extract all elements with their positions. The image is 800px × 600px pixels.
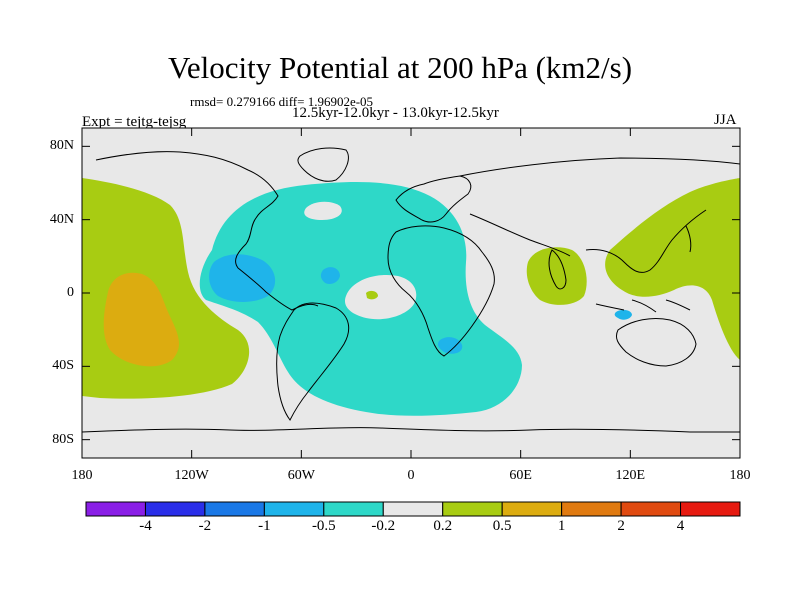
- coast-australia: [615, 317, 697, 367]
- colorbar-box: [620, 501, 682, 517]
- colorbar-box: [204, 501, 265, 517]
- lat-tick-label: 0: [67, 285, 74, 300]
- coastlines: [82, 147, 740, 433]
- colorbar-label: 0.2: [433, 518, 453, 534]
- contour-hole-gulf-of-guinea: [344, 274, 417, 320]
- lon-tick-label: 180: [729, 468, 751, 483]
- coast-asia: [459, 157, 740, 273]
- contour-region-neg05-indonesia: [614, 309, 632, 320]
- lon-tick-label: 60W: [287, 468, 315, 483]
- season-label: JJA: [714, 112, 737, 128]
- lat-tick-label: 40N: [49, 211, 74, 227]
- coast-europe: [395, 175, 472, 223]
- contour-region-neg05-africa: [437, 337, 463, 354]
- experiments-line: 12.5kyr-12.0kyr - 13.0kyr-12.5kyr: [292, 105, 499, 121]
- contour-field: [82, 128, 740, 458]
- lat-tick-label: 40S: [52, 358, 74, 374]
- lat-tick-label: 80N: [49, 138, 74, 154]
- lon-tick-label: 120E: [615, 468, 646, 483]
- contour-hole-north-atlantic: [304, 201, 342, 220]
- colorbar-box: [263, 501, 325, 517]
- lat-tick-label: 80S: [52, 431, 74, 447]
- colorbar-box: [382, 501, 444, 517]
- colorbar-label: 2: [617, 518, 625, 534]
- expt-label: Expt = tejtg-tejsg: [82, 114, 187, 130]
- map-ticks: [81, 128, 741, 458]
- colorbar-box: [561, 501, 622, 517]
- coast-india: [548, 249, 567, 290]
- colorbar-box: [680, 501, 741, 517]
- contour-region-neg05-atlantic: [320, 267, 340, 284]
- coast-antarctica: [82, 427, 740, 433]
- lon-tick-label: 60E: [509, 468, 532, 483]
- coast-africa: [387, 225, 495, 357]
- colorbar-box: [85, 501, 146, 517]
- colorbar-label: 4: [676, 518, 685, 534]
- contour-region-pos-guinea: [366, 290, 378, 300]
- colorbar-label: 0.5: [492, 518, 512, 534]
- colorbar-label: -1: [258, 518, 271, 534]
- contour-region-pos-arabian-sea: [526, 247, 587, 305]
- colorbar-box: [442, 501, 503, 517]
- colorbar-label: -0.5: [311, 518, 336, 534]
- coast-north-america: [95, 151, 319, 311]
- contour-region-pos05-pacific: [103, 272, 180, 367]
- lon-tick-label: 0: [407, 468, 415, 483]
- coast-indonesia: [595, 299, 691, 313]
- colorbar-label: -2: [198, 518, 212, 534]
- stats-line: rmsd= 0.279166 diff= 1.96902e-05: [190, 94, 374, 109]
- colorbar-box: [323, 501, 384, 517]
- colorbar-box: [144, 501, 206, 517]
- colorbar-box: [501, 501, 563, 517]
- lon-tick-label: 180: [71, 468, 93, 483]
- contour-region-neg05-caribbean: [209, 254, 276, 302]
- colorbar-label: -4: [139, 518, 152, 534]
- contour-region-pos-west-pacific: [605, 178, 740, 360]
- map-title: Velocity Potential at 200 hPa (km2/s): [167, 50, 633, 85]
- colorbar-label: 1: [557, 518, 566, 534]
- colorbar: [85, 501, 741, 517]
- colorbar-label: -0.2: [371, 518, 396, 534]
- coast-greenland: [297, 147, 349, 182]
- coast-japan: [685, 225, 692, 253]
- coast-south-america: [276, 302, 350, 421]
- lon-tick-label: 120W: [174, 468, 209, 483]
